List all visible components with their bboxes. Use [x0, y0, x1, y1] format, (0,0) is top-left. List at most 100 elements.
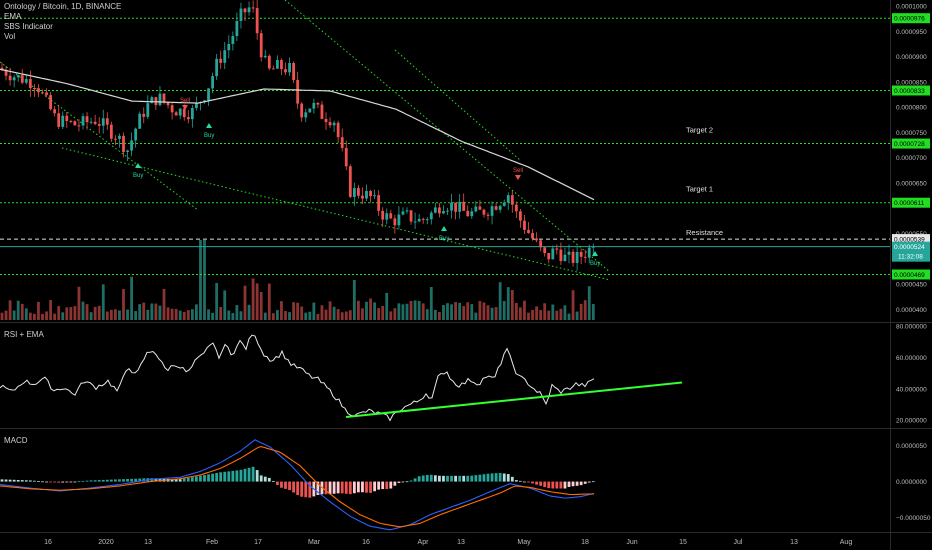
macd-histogram-bar [304, 481, 308, 498]
time-axis-label: 16 [362, 539, 370, 546]
macd-histogram-bar [24, 480, 28, 482]
candle-body [567, 251, 571, 255]
candle-body [450, 202, 453, 211]
volume-bar [429, 286, 433, 320]
volume-bar [57, 306, 61, 320]
volume-bar [442, 305, 445, 320]
candle-body [527, 229, 530, 233]
rsi-trendline [345, 381, 683, 419]
macd-histogram-bar [474, 475, 478, 482]
bar-countdown: 11:32:08 [898, 254, 923, 261]
time-axis-label: Apr [418, 539, 430, 546]
volume-bar [154, 303, 158, 320]
volume-bar [352, 280, 356, 320]
macd-histogram-bar [579, 481, 583, 486]
volume-bar [207, 309, 210, 320]
candle-body [182, 108, 186, 118]
macd-histogram-bar [170, 478, 174, 482]
volume-bar [555, 310, 559, 320]
volume-bar [122, 289, 125, 320]
volume-bar [247, 304, 251, 320]
volume-bar [227, 310, 231, 320]
candle-body [429, 212, 433, 220]
candle-body [466, 210, 470, 217]
volume-bar [276, 310, 279, 320]
volume-bar [470, 304, 474, 320]
volume-bar [575, 311, 579, 320]
macd-histogram-bar [182, 478, 186, 482]
candle-body [591, 246, 595, 248]
price-legend: Ontology / Bitcoin, 1D, BINANCE EMA SBS … [4, 2, 121, 42]
volume-bar [292, 302, 295, 320]
candle-body [227, 44, 231, 51]
candle-body [33, 88, 36, 90]
candle-body [506, 195, 510, 203]
candle-body [4, 69, 8, 76]
candle-body [130, 140, 133, 151]
candle-body [438, 207, 441, 214]
volume-bar [20, 303, 24, 320]
macd-histogram-bar [4, 479, 8, 482]
macd-histogram-bar [332, 481, 336, 494]
price-tick-label: 0.0000750 [896, 130, 927, 137]
candle-body [490, 206, 494, 216]
macd-histogram-bar [16, 479, 20, 482]
resistance-price-badge [892, 234, 930, 245]
candle-body [41, 92, 44, 94]
macd-histogram-bar [478, 474, 482, 482]
macd-histogram-bar [178, 479, 182, 482]
current-price-badge [892, 241, 930, 262]
candle-body [523, 220, 526, 230]
volume-bar [591, 304, 595, 320]
volume-bar [203, 240, 206, 320]
candle-body [0, 67, 4, 70]
candle-body [336, 122, 340, 138]
candle-body [142, 113, 146, 117]
candle-body [77, 125, 81, 127]
volume-bar [389, 311, 393, 320]
volume-bar [328, 301, 332, 320]
volume-bar [45, 311, 48, 320]
trendline [284, 0, 611, 273]
level-price-value: 0.0000728 [894, 141, 925, 148]
level-price-badge [892, 138, 930, 149]
macd-histogram-bar [20, 480, 24, 482]
macd-histogram-bar [199, 475, 202, 482]
volume-bar [450, 304, 453, 320]
macd-histogram-bar [571, 481, 575, 487]
macd-histogram-bar [280, 481, 283, 488]
volume-bar [316, 313, 320, 320]
candle-body [579, 251, 583, 257]
candle-body [93, 121, 97, 124]
candle-body [97, 123, 101, 126]
candle-body [280, 60, 283, 70]
candle-body [158, 93, 162, 106]
volume-bar [421, 303, 425, 320]
candle-body [352, 188, 356, 197]
volume-bar [105, 311, 109, 320]
macd-histogram-bar [300, 481, 304, 497]
macd-histogram-bar [458, 475, 462, 482]
candle-body [284, 69, 287, 73]
volume-bar [263, 312, 267, 320]
candle-body [251, 7, 255, 9]
candle-body [575, 251, 579, 263]
ema-legend-label: EMA [4, 12, 22, 21]
candle-body [316, 102, 320, 105]
candle-body [65, 115, 69, 121]
target-annotation: Target 2 [686, 126, 713, 135]
candle-body [361, 195, 364, 199]
volume-bar [357, 300, 360, 320]
price-tick-label: 0.0000850 [896, 79, 927, 86]
macd-histogram-bar [454, 475, 457, 482]
volume-bar [69, 307, 73, 320]
macd-histogram-bar [227, 471, 231, 482]
macd-histogram-bar [547, 481, 551, 489]
macd-title: MACD [4, 436, 28, 445]
macd-histogram-bar [77, 481, 81, 483]
volume-bar [109, 309, 113, 320]
candle-body [186, 117, 190, 120]
macd-histogram-bar [563, 481, 567, 489]
candle-body [300, 103, 304, 118]
